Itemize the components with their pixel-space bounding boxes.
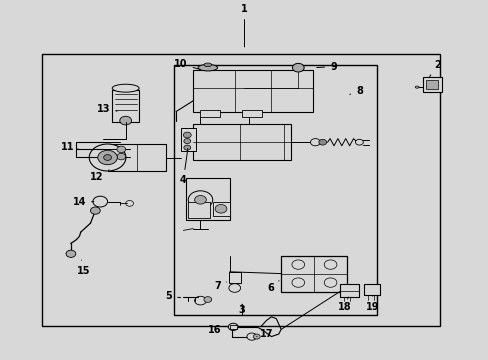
Circle shape (194, 195, 206, 204)
Bar (339, 284, 359, 297)
Bar (193, 70, 312, 112)
Bar (200, 110, 220, 117)
Circle shape (246, 333, 256, 340)
Text: 6: 6 (266, 281, 279, 293)
Circle shape (324, 278, 336, 287)
Text: 8: 8 (349, 86, 362, 96)
Bar (242, 110, 261, 117)
Text: 15: 15 (77, 260, 91, 276)
Ellipse shape (198, 64, 217, 71)
Bar (426, 80, 437, 89)
Bar (173, 65, 376, 315)
Circle shape (228, 323, 238, 330)
Circle shape (188, 191, 212, 209)
Circle shape (120, 116, 131, 125)
Circle shape (183, 145, 190, 150)
Circle shape (66, 250, 76, 257)
Text: 12: 12 (90, 170, 109, 182)
Text: 13: 13 (97, 104, 117, 114)
Circle shape (93, 196, 107, 207)
Text: 10: 10 (174, 59, 200, 69)
Circle shape (324, 260, 336, 269)
Text: 11: 11 (61, 142, 79, 152)
Text: 2: 2 (428, 60, 440, 77)
Text: 19: 19 (365, 296, 379, 312)
Circle shape (215, 204, 226, 213)
Text: 17: 17 (256, 329, 273, 339)
Bar (212, 202, 229, 216)
Bar (281, 256, 346, 292)
Text: 4: 4 (180, 149, 187, 185)
Circle shape (310, 139, 320, 146)
Bar (229, 325, 236, 329)
Text: 16: 16 (208, 325, 227, 336)
Bar (107, 144, 166, 171)
Ellipse shape (203, 63, 211, 67)
Circle shape (117, 146, 125, 153)
Circle shape (291, 278, 304, 287)
Ellipse shape (414, 86, 418, 88)
Circle shape (228, 284, 240, 292)
Circle shape (125, 201, 133, 206)
Bar (188, 202, 210, 218)
Text: 3: 3 (238, 304, 245, 315)
Text: 18: 18 (337, 297, 351, 312)
Bar (364, 284, 379, 295)
Text: 7: 7 (214, 281, 226, 291)
Circle shape (355, 139, 363, 145)
Circle shape (183, 132, 191, 138)
Circle shape (291, 260, 304, 269)
Bar (193, 124, 290, 160)
Text: 14: 14 (72, 197, 94, 207)
Circle shape (183, 139, 190, 144)
Text: 9: 9 (316, 62, 336, 72)
Ellipse shape (112, 84, 139, 92)
Text: 1: 1 (241, 4, 247, 47)
Circle shape (98, 150, 117, 165)
Circle shape (253, 334, 260, 339)
Bar (41, 54, 439, 326)
Circle shape (194, 296, 206, 305)
Circle shape (318, 139, 326, 145)
Circle shape (103, 155, 111, 161)
Bar (185, 178, 229, 220)
Circle shape (89, 144, 126, 171)
Bar (228, 272, 241, 283)
Bar (422, 77, 441, 92)
Circle shape (90, 207, 100, 214)
Bar (181, 128, 195, 151)
Text: 5: 5 (165, 291, 180, 301)
Circle shape (292, 63, 304, 72)
Circle shape (203, 297, 211, 302)
Bar (112, 90, 139, 122)
Circle shape (117, 153, 125, 160)
